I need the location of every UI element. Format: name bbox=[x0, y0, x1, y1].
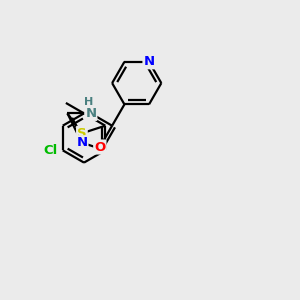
Text: N: N bbox=[76, 136, 88, 149]
Text: N: N bbox=[143, 55, 155, 68]
Text: S: S bbox=[77, 127, 87, 140]
Text: O: O bbox=[94, 140, 105, 154]
Text: H: H bbox=[84, 97, 93, 107]
Text: N: N bbox=[85, 107, 96, 120]
Text: Cl: Cl bbox=[43, 144, 57, 157]
